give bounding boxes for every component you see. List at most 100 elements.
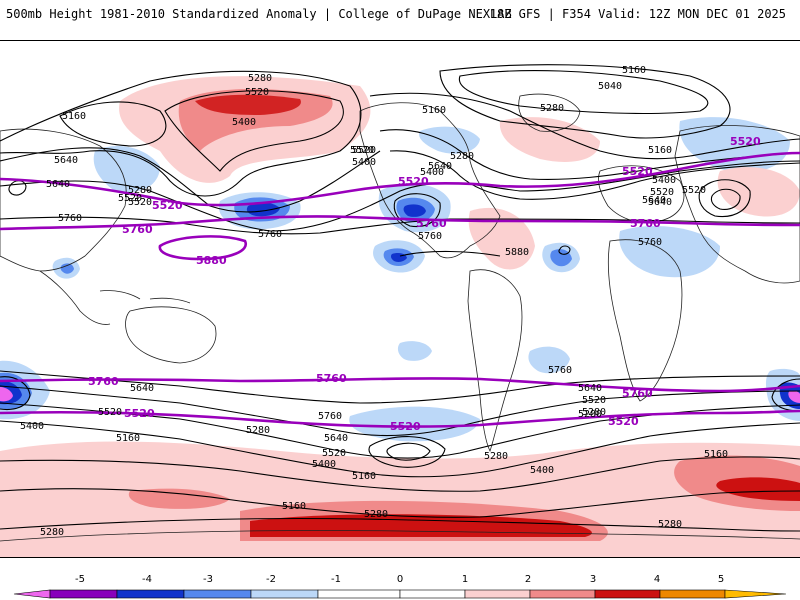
anomaly-neg1-eurasia <box>619 226 720 278</box>
purple-5520-nh <box>0 151 800 207</box>
colorbar-bin-4-5 <box>659 589 726 599</box>
coast-asia <box>674 125 800 284</box>
bold-contour-label: 5520 <box>124 407 155 420</box>
contour-label: 5400 <box>420 167 444 178</box>
bold-contour-label: 5520 <box>390 420 421 433</box>
contour-label: 5160 <box>648 145 672 156</box>
bold-contour-label: 5520 <box>622 165 653 178</box>
bold-contour-label: 5760 <box>622 387 653 400</box>
colorbar-bin-neg2-neg1 <box>250 589 319 599</box>
colorbar-tick-label: 3 <box>590 574 596 585</box>
contour-label: 5280 <box>128 185 152 196</box>
bold-contour-label: 5760 <box>122 223 153 236</box>
contour-label: 5400 <box>232 117 256 128</box>
anomaly-neg1-tropical <box>397 341 432 361</box>
colorbar-tick-label: 5 <box>718 574 724 585</box>
contour-5280-sh <box>0 456 800 492</box>
contour-label: 5280 <box>484 451 508 462</box>
anomaly-neg5-sw <box>0 387 13 402</box>
contour-label: 5280 <box>582 407 606 418</box>
contour-low-se <box>771 378 800 412</box>
contour-label: 5280 <box>540 103 564 114</box>
contour-5160-sh <box>0 488 800 518</box>
contour-low-w-asia <box>8 180 27 196</box>
contour-label: 5280 <box>578 409 602 420</box>
chart-title: 500mb Height 1981-2010 Standardized Anom… <box>6 7 512 21</box>
model-run-info: 18Z GFS | F354 Valid: 12Z MON DEC 01 202… <box>489 7 786 21</box>
contour-5640-belt <box>0 160 800 232</box>
contour-label: 5880 <box>505 247 529 258</box>
bold-contour-label: 5520 <box>398 175 429 188</box>
contour-label: 5160 <box>704 449 728 460</box>
anomaly-neg3-cpac <box>246 202 280 217</box>
contour-5040-natl <box>458 70 709 115</box>
contour-label: 5400 <box>20 421 44 432</box>
coast-antarctica <box>0 530 800 542</box>
contour-label: 5280 <box>450 151 474 162</box>
coast-indonesia <box>99 290 191 304</box>
contour-labels: 5280 5520 5160 5400 5640 5280 5520 5520 … <box>20 65 728 538</box>
contour-label: 5640 <box>578 383 602 394</box>
contour-5760-belt <box>0 216 800 235</box>
contour-label: 5160 <box>352 471 376 482</box>
colorbar-tick-label: -3 <box>203 574 213 585</box>
coast-se-asia <box>39 270 111 325</box>
anomaly-neg1-safrica <box>528 346 570 374</box>
anomaly-shading <box>0 76 800 557</box>
anomaly-neg1-nrussia <box>679 117 790 173</box>
contour-label: 5520 <box>350 145 374 156</box>
purple-5520-sh <box>0 409 800 428</box>
coastlines <box>0 93 800 542</box>
contour-5880-pac <box>399 250 501 257</box>
contour-5520-natl <box>389 150 800 200</box>
colorbar-bin-neg5-neg4 <box>49 589 118 599</box>
bold-contour-label: 5520 <box>608 415 639 428</box>
colorbar-tick-label: 1 <box>462 574 468 585</box>
contour-5040-sh <box>0 517 800 532</box>
contour-label: 5760 <box>638 237 662 248</box>
colorbar-bin-3-4 <box>594 589 661 599</box>
contour-5640-sh <box>0 385 800 437</box>
contour-5160-npac <box>59 101 167 147</box>
contour-label: 5280 <box>248 73 272 84</box>
contour-5760-sh <box>0 370 800 404</box>
contour-label: 5640 <box>648 197 672 208</box>
colorbar-bin-2-3 <box>529 589 596 599</box>
bold-contour-label: 5760 <box>630 217 661 230</box>
colorbar-tip-right <box>724 589 787 599</box>
bold-height-contours <box>0 151 800 428</box>
contour-label: 5400 <box>312 459 336 470</box>
anomaly-neg2-india <box>60 263 74 274</box>
contour-label: 5760 <box>418 231 442 242</box>
contour-label: 5280 <box>364 509 388 520</box>
colorbar-tick-label: -4 <box>142 574 152 585</box>
anomaly-pos1-natl <box>468 207 535 270</box>
contour-label: 5640 <box>642 195 666 206</box>
anomaly-pos3-npacific <box>195 94 301 115</box>
contour-label: 5520 <box>650 187 674 198</box>
anomaly-neg5-se <box>788 390 800 403</box>
bold-contour-label: 5760 <box>416 217 447 230</box>
colorbar-tick-label: 2 <box>525 574 531 585</box>
contour-label: 5640 <box>130 383 154 394</box>
purple-5880-pac <box>158 235 248 261</box>
coast-greenland <box>518 93 581 132</box>
contour-label: 5640 <box>46 179 70 190</box>
contour-label: 5520 <box>682 185 706 196</box>
contour-label: 5520 <box>118 193 142 204</box>
contour-5280-npac <box>0 70 362 197</box>
colorbar-bin-neg1-0 <box>317 589 401 599</box>
contour-label: 5160 <box>422 105 446 116</box>
bold-contour-label: 5760 <box>88 375 119 388</box>
anomaly-neg1-arctic <box>418 126 480 154</box>
anomaly-pos1-ne-atl <box>499 117 600 162</box>
map-panel: 5280 5520 5160 5400 5640 5280 5520 5520 … <box>0 40 800 558</box>
colorbar-tick-label: -1 <box>331 574 341 585</box>
contour-low-spac <box>368 436 446 468</box>
contour-label: 5760 <box>58 213 82 224</box>
contour-label: 5160 <box>282 501 306 512</box>
contour-5160-natl <box>439 64 731 139</box>
colorbar-tick-label: -2 <box>266 574 276 585</box>
anomaly-pos3-antarctic <box>250 514 592 537</box>
contour-low-us <box>393 193 441 228</box>
